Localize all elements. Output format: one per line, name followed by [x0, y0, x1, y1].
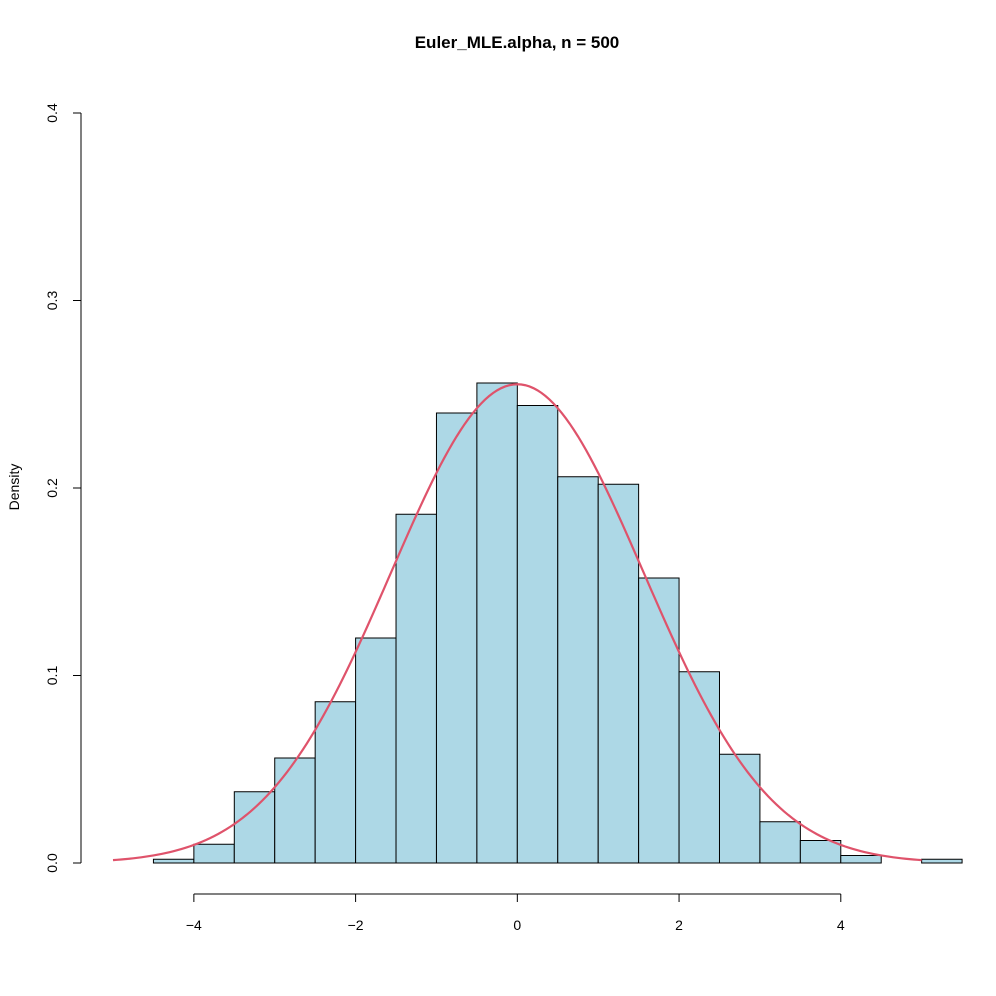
histogram-bar-16: [799, 840, 842, 864]
histogram-bar-1: [193, 843, 235, 864]
x-tick-label-2: 0: [513, 917, 521, 933]
y-tick-label-4: 0.4: [44, 103, 60, 123]
histogram-bar-4: [314, 701, 357, 864]
histogram-bar-15: [759, 821, 801, 864]
histogram-bar-8: [476, 382, 518, 864]
x-axis: −4 −2 0 2 4: [186, 893, 845, 933]
y-tick-label-2: 0.2: [44, 478, 60, 498]
histogram-bar-11: [597, 483, 640, 864]
chart-title: Euler_MLE.alpha, n = 500: [415, 33, 620, 52]
y-axis: 0.0 0.1 0.2 0.3 0.4: [44, 103, 82, 873]
histogram-bar-0: [152, 858, 195, 864]
bars-layer: [152, 382, 963, 864]
histogram-bar-9: [516, 405, 559, 864]
density-curve: [112, 383, 922, 862]
y-tick-label-1: 0.1: [44, 666, 60, 686]
histogram-bar-12: [638, 577, 680, 864]
histogram-bar-7: [435, 412, 478, 864]
histogram-bar-6: [395, 513, 437, 864]
histogram-bar-17: [840, 855, 882, 864]
x-tick-label-0: −4: [186, 917, 202, 933]
histogram-bar-2: [233, 791, 276, 864]
histogram-bar-13: [678, 671, 720, 864]
y-tick-label-3: 0.3: [44, 291, 60, 311]
x-tick-label-4: 4: [837, 917, 845, 933]
y-tick-label-0: 0.0: [44, 853, 60, 873]
histogram-bar-3: [274, 757, 316, 864]
curve-layer: [112, 383, 922, 862]
x-tick-label-3: 2: [675, 917, 683, 933]
histogram-bar-5: [355, 637, 397, 864]
x-tick-label-1: −2: [348, 917, 364, 933]
histogram-bar-14: [718, 753, 761, 864]
histogram-bar-19: [921, 858, 963, 864]
y-axis-label: Density: [6, 464, 22, 511]
histogram-bar-10: [557, 476, 599, 864]
